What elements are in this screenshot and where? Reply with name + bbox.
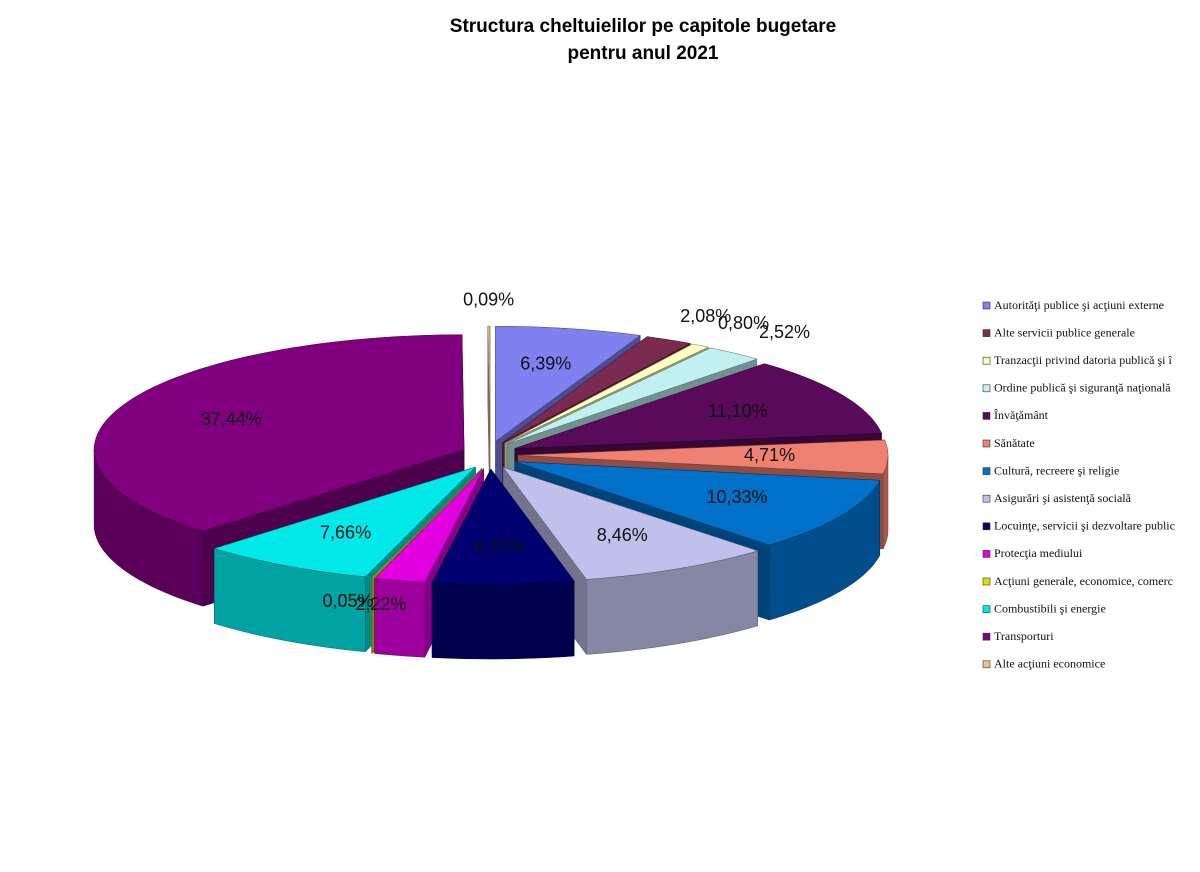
slice-top <box>213 466 476 578</box>
legend-swatch <box>982 632 991 641</box>
legend-label: Ordine publică şi siguranţă naţională <box>994 381 1171 395</box>
slice-top <box>514 461 881 546</box>
data-label: 2,52% <box>759 322 810 342</box>
slice-side <box>374 578 426 658</box>
data-label: 0,05% <box>323 591 374 611</box>
data-label: 0,80% <box>718 313 769 333</box>
data-label: 2,08% <box>680 306 731 326</box>
chart-title: Structura cheltuielilor pe capitole buge… <box>450 16 836 37</box>
slice-top <box>514 363 882 449</box>
slice-top <box>93 334 465 532</box>
legend-swatch <box>982 660 991 669</box>
legend-swatch <box>982 605 991 613</box>
legend-swatch <box>982 384 991 393</box>
chart-title: pentru anul 2021 <box>568 43 719 64</box>
slice-top <box>504 343 710 444</box>
legend-label: Învăţământ <box>994 408 1049 422</box>
slice-top <box>502 336 692 443</box>
data-label: 7,66% <box>320 523 371 543</box>
legend-label: Transporturi <box>994 629 1054 643</box>
legend-label: Alte acţiuni economice <box>994 657 1105 671</box>
legend-swatch <box>982 329 991 337</box>
legend-label: Asigurări şi asistenţă socială <box>994 491 1132 505</box>
slice-top <box>374 468 484 583</box>
data-label: 0,09% <box>463 289 514 309</box>
legend-label: Combustibili şi energie <box>994 601 1106 615</box>
data-label: 37,44% <box>201 409 262 429</box>
slice-top <box>487 325 491 442</box>
slice-top <box>502 466 759 580</box>
legend-label: Autorităţi publice şi acţiuni externe <box>994 298 1164 312</box>
slice <box>431 468 575 660</box>
legend-swatch <box>982 550 991 558</box>
slice <box>487 325 491 517</box>
data-label: 11,10% <box>708 401 768 421</box>
data-label: 2,22% <box>355 594 406 614</box>
legend-swatch <box>982 577 991 586</box>
slice-top <box>507 347 758 445</box>
legend-label: Sănătate <box>994 436 1035 450</box>
legend-swatch <box>982 439 991 448</box>
slice-top <box>431 468 575 585</box>
legend-label: Locuinţe, servicii şi dezvoltare public <box>994 519 1175 533</box>
data-label: 8,46% <box>597 525 648 545</box>
data-label: 10,33% <box>706 487 767 507</box>
legend-label: Acţiuni generale, economice, comerc <box>994 574 1173 588</box>
legend-swatch <box>982 494 991 503</box>
legend-swatch <box>982 301 991 310</box>
legend-label: Tranzacţii privind datoria publică şi î <box>994 353 1173 367</box>
slice-side <box>371 577 373 654</box>
legend-label: Cultură, recreere şi religie <box>994 463 1119 477</box>
data-label: 4,71% <box>744 445 795 465</box>
legend-label: Protecţia mediului <box>994 546 1083 560</box>
slice-side <box>431 580 575 660</box>
legend-label: Alte servicii publice generale <box>994 325 1135 339</box>
legend-swatch <box>982 356 991 365</box>
legend-swatch <box>982 467 991 475</box>
slice-top <box>517 439 889 475</box>
slice-top <box>495 326 641 442</box>
data-label: 6,39% <box>520 353 571 373</box>
legend-swatch <box>982 412 991 420</box>
data-label: 6,15% <box>474 536 525 556</box>
slice-top <box>370 468 482 579</box>
legend-swatch <box>982 522 991 531</box>
